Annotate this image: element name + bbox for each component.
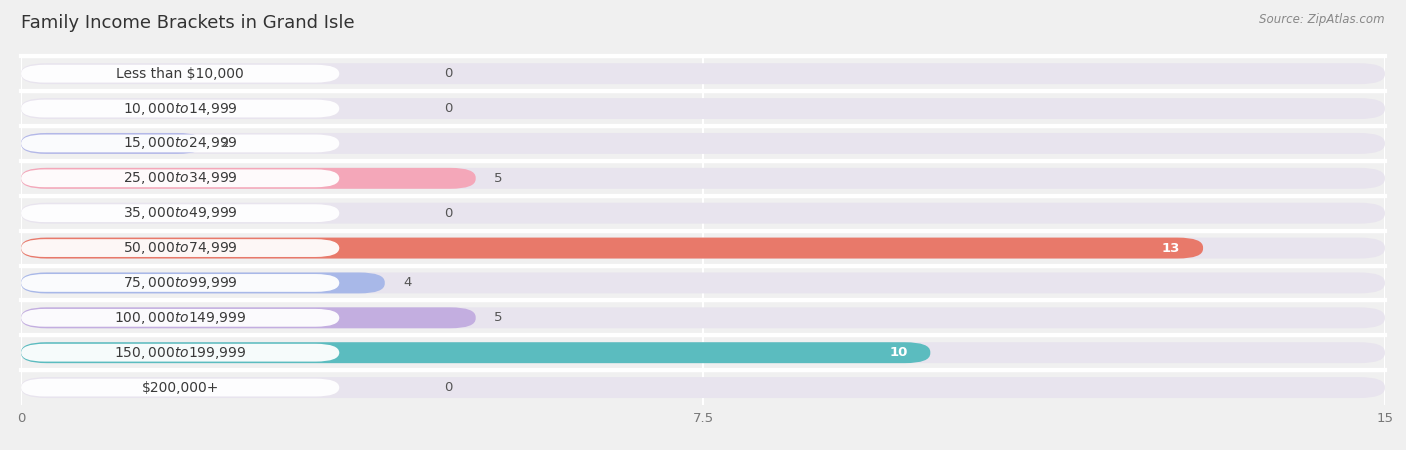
Text: $200,000+: $200,000+: [142, 381, 219, 395]
Text: $150,000 to $199,999: $150,000 to $199,999: [114, 345, 246, 361]
FancyBboxPatch shape: [21, 133, 202, 154]
Text: $10,000 to $14,999: $10,000 to $14,999: [122, 100, 238, 117]
FancyBboxPatch shape: [21, 342, 931, 363]
Text: $15,000 to $24,999: $15,000 to $24,999: [122, 135, 238, 152]
Text: 10: 10: [889, 346, 908, 359]
Text: 0: 0: [444, 67, 453, 80]
Text: 0: 0: [444, 102, 453, 115]
Text: $75,000 to $99,999: $75,000 to $99,999: [122, 275, 238, 291]
FancyBboxPatch shape: [21, 202, 1385, 224]
Text: 13: 13: [1161, 242, 1181, 255]
FancyBboxPatch shape: [21, 169, 339, 187]
FancyBboxPatch shape: [21, 309, 339, 327]
FancyBboxPatch shape: [21, 377, 1385, 398]
Text: $25,000 to $34,999: $25,000 to $34,999: [122, 170, 238, 186]
Text: $100,000 to $149,999: $100,000 to $149,999: [114, 310, 246, 326]
Text: 0: 0: [444, 207, 453, 220]
Text: 2: 2: [221, 137, 229, 150]
FancyBboxPatch shape: [21, 307, 475, 328]
Text: $35,000 to $49,999: $35,000 to $49,999: [122, 205, 238, 221]
FancyBboxPatch shape: [21, 239, 339, 257]
FancyBboxPatch shape: [21, 65, 339, 83]
Text: 5: 5: [494, 311, 502, 324]
FancyBboxPatch shape: [21, 272, 385, 293]
FancyBboxPatch shape: [21, 204, 339, 222]
FancyBboxPatch shape: [21, 98, 1385, 119]
Text: Family Income Brackets in Grand Isle: Family Income Brackets in Grand Isle: [21, 14, 354, 32]
FancyBboxPatch shape: [21, 63, 1385, 84]
FancyBboxPatch shape: [21, 238, 1385, 258]
Text: 0: 0: [444, 381, 453, 394]
Text: 5: 5: [494, 172, 502, 185]
FancyBboxPatch shape: [21, 135, 339, 153]
FancyBboxPatch shape: [21, 272, 1385, 293]
FancyBboxPatch shape: [21, 274, 339, 292]
Text: Source: ZipAtlas.com: Source: ZipAtlas.com: [1260, 14, 1385, 27]
FancyBboxPatch shape: [21, 344, 339, 362]
FancyBboxPatch shape: [21, 168, 1385, 189]
FancyBboxPatch shape: [21, 168, 475, 189]
FancyBboxPatch shape: [21, 307, 1385, 328]
FancyBboxPatch shape: [21, 238, 1204, 258]
Text: Less than $10,000: Less than $10,000: [117, 67, 245, 81]
FancyBboxPatch shape: [21, 342, 1385, 363]
FancyBboxPatch shape: [21, 99, 339, 117]
FancyBboxPatch shape: [21, 378, 339, 396]
Text: 4: 4: [404, 276, 412, 289]
Text: $50,000 to $74,999: $50,000 to $74,999: [122, 240, 238, 256]
FancyBboxPatch shape: [21, 133, 1385, 154]
